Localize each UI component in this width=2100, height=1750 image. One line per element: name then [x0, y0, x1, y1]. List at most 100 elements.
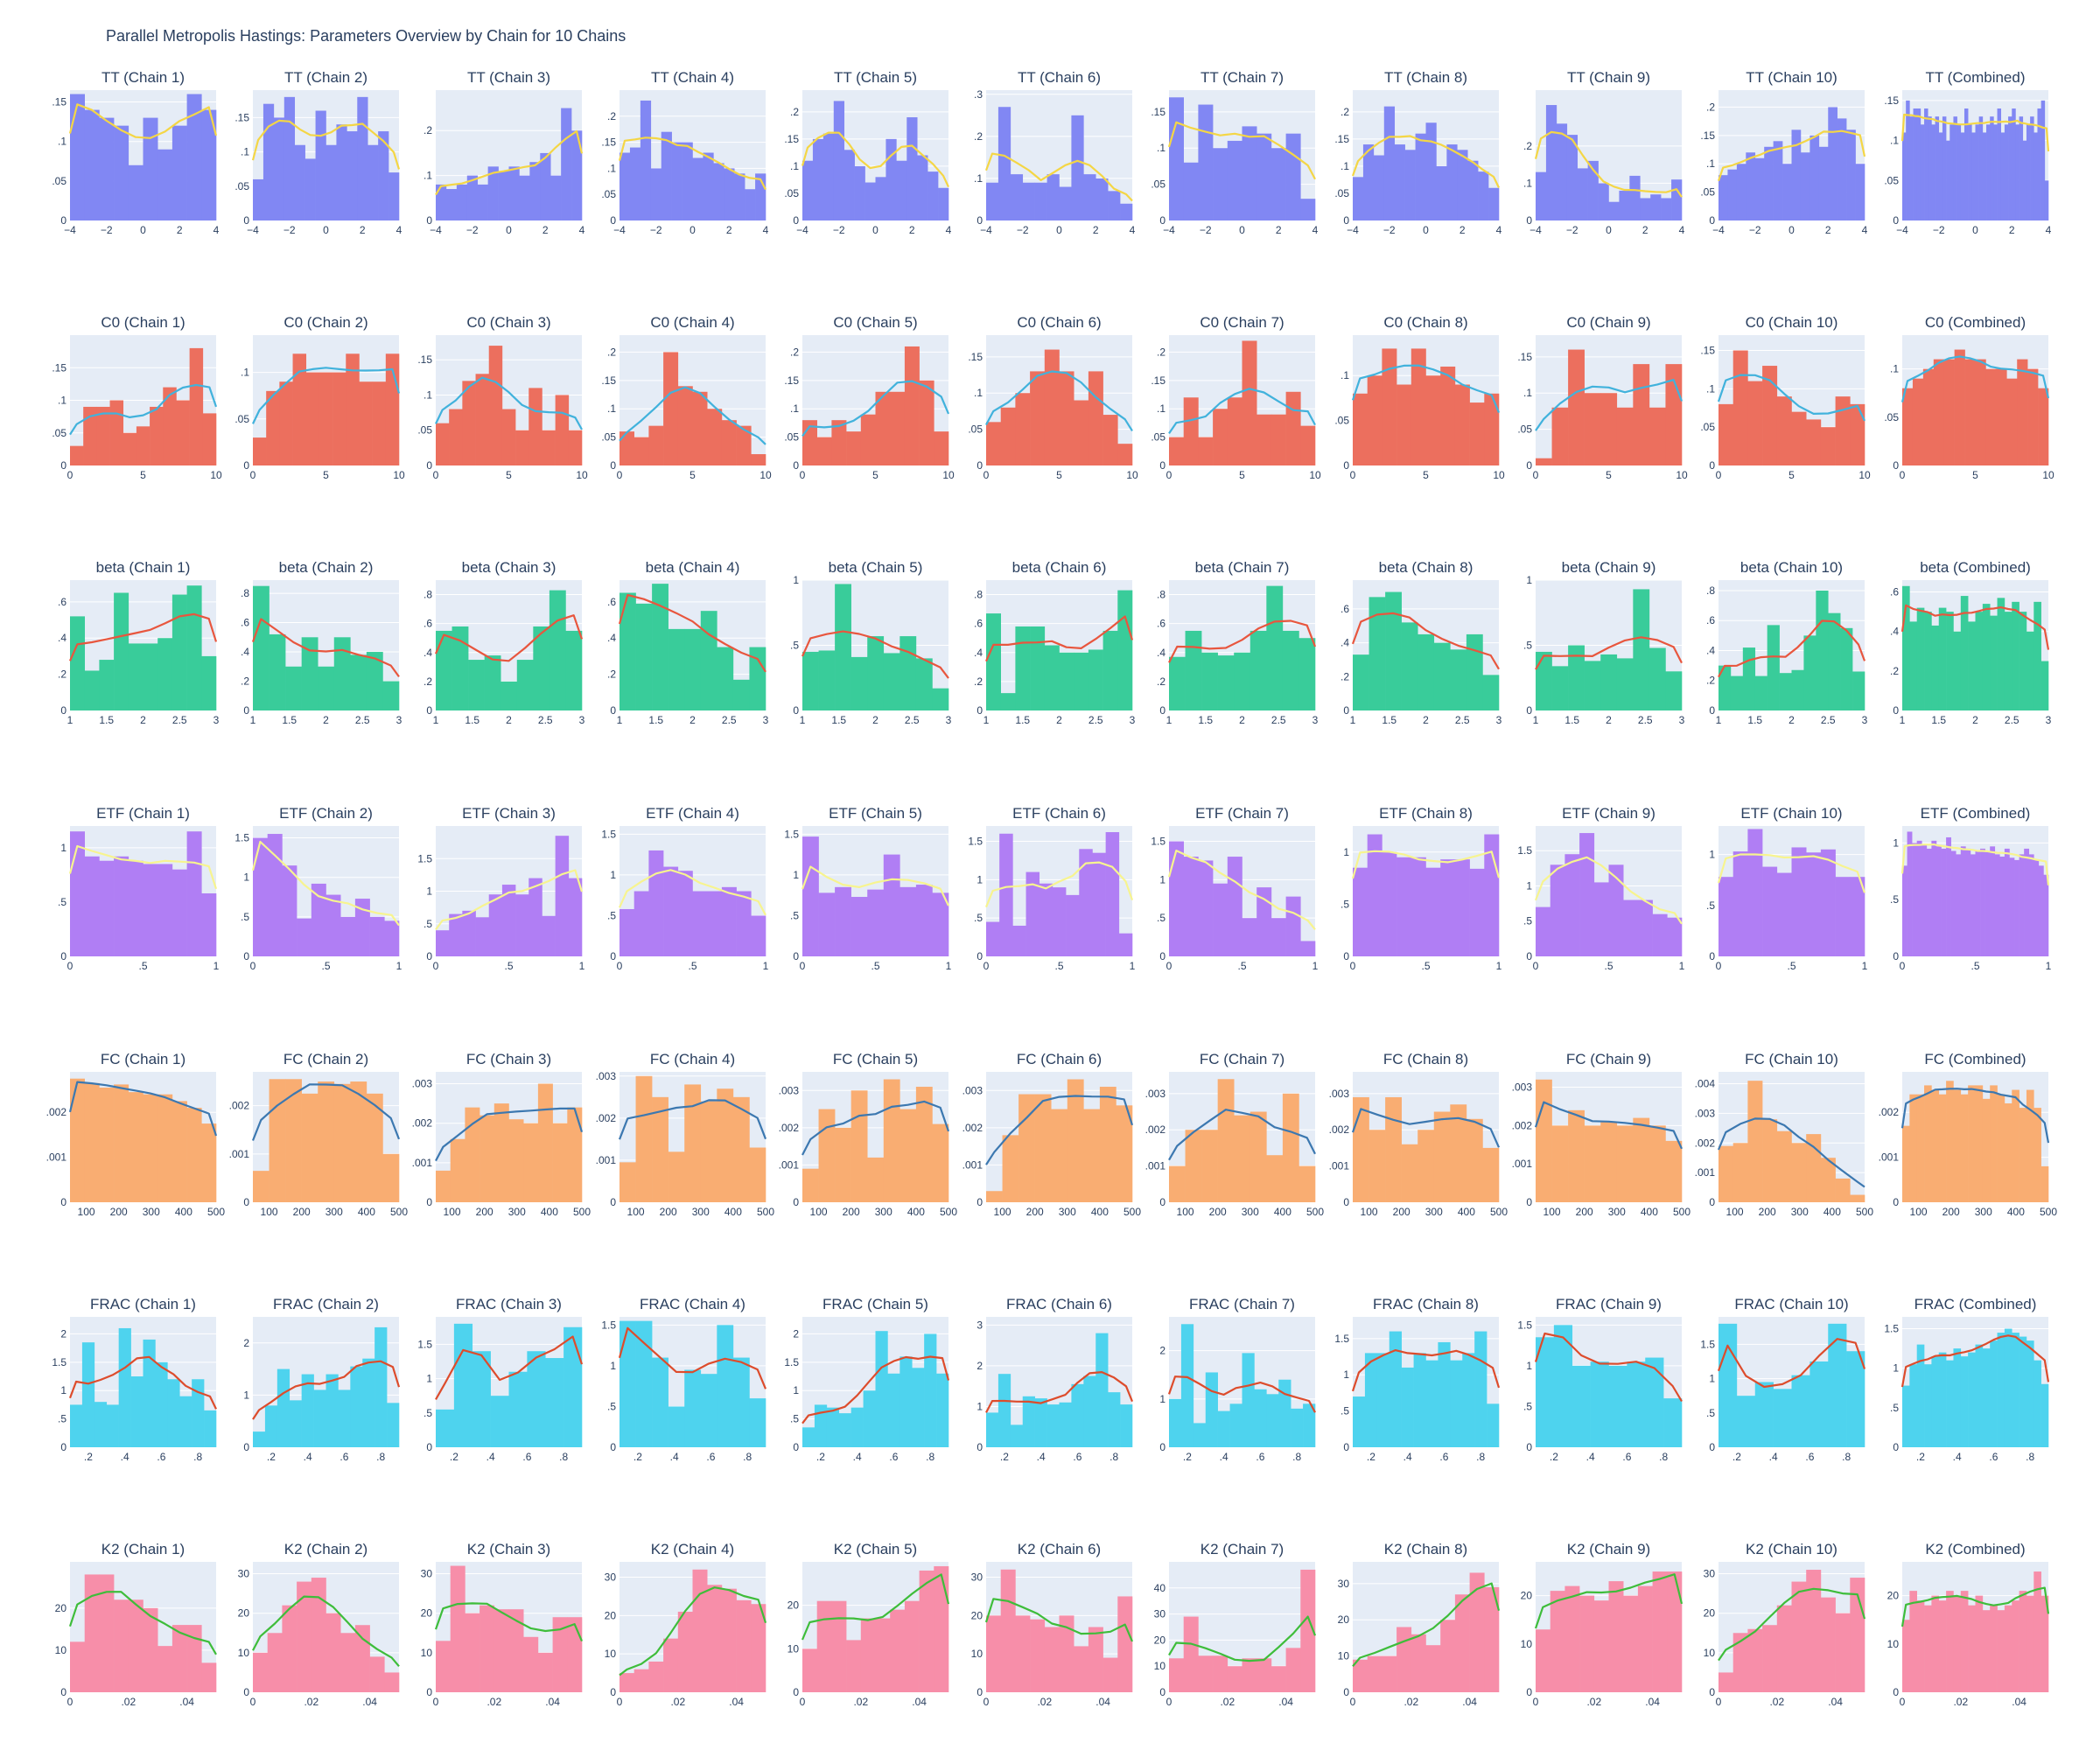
x-tick-label: .04 [1828, 1696, 1843, 1708]
y-tick-label: .6 [424, 618, 432, 630]
y-tick-label: 20 [1154, 1634, 1166, 1646]
kde-line [802, 1100, 950, 1156]
x-tick-label: .6 [340, 1451, 348, 1463]
histogram-bar [1092, 852, 1106, 956]
histogram-bar [1835, 396, 1851, 466]
histogram-bar [1791, 130, 1802, 220]
histogram-bar [1924, 612, 1932, 710]
y-tick-label: .5 [58, 1413, 66, 1425]
histogram-bar [1000, 693, 1016, 710]
histogram-bar [863, 1390, 876, 1447]
histogram-bar [1015, 393, 1031, 466]
histogram-bar [186, 585, 202, 710]
histogram-bar [1968, 1352, 1976, 1447]
histogram-bar [542, 915, 556, 956]
histogram-bar [2026, 1340, 2034, 1447]
histogram-bar [267, 834, 283, 956]
x-tick-label: 1 [1900, 714, 1906, 726]
y-tick-label: .05 [1151, 431, 1166, 444]
histogram-bar [468, 660, 485, 710]
histogram-bar [436, 423, 450, 466]
histogram-bar [369, 1656, 385, 1692]
y-tick-label: 0 [1343, 950, 1349, 962]
histogram-bar [189, 347, 204, 466]
kde-line [1167, 121, 1316, 180]
histogram-bar [875, 1331, 888, 1447]
x-tick-label: 4 [396, 224, 402, 236]
y-tick-label: .4 [974, 647, 983, 659]
y-tick-label: 0 [426, 950, 432, 962]
y-tick-label: 0 [610, 1686, 616, 1698]
histogram-bar [1418, 1130, 1435, 1202]
y-tick-label: .1 [1157, 402, 1166, 415]
histogram-bar [2004, 1605, 2012, 1692]
histogram-bar [932, 688, 949, 710]
x-tick-label: .5 [871, 960, 879, 972]
y-tick-label: 0 [1526, 704, 1532, 717]
y-tick-label: 3 [976, 1319, 983, 1331]
histogram-bar [936, 1373, 949, 1447]
x-tick-label: 2 [1056, 714, 1062, 726]
y-tick-label: 10 [1338, 1650, 1350, 1662]
histogram-bar [904, 1600, 920, 1692]
histogram-bar [818, 1109, 836, 1202]
histogram-bar [1637, 900, 1653, 956]
x-tick-label: 200 [1942, 1206, 1960, 1218]
histogram-bar [540, 152, 551, 220]
histogram-bar [1484, 1586, 1500, 1692]
histogram-bar [1846, 130, 1856, 220]
histogram-bar [677, 386, 693, 466]
y-tick-label: .15 [601, 136, 616, 149]
histogram-bar [835, 886, 851, 956]
histogram-bar [453, 1323, 473, 1447]
histogram-bar [896, 160, 907, 220]
subplot-title: TT (Chain 5) [834, 69, 917, 86]
x-tick-label: .2 [267, 1451, 276, 1463]
histogram-bar [1623, 900, 1639, 956]
y-tick-label: .003 [962, 1084, 984, 1096]
kde-line [984, 861, 1134, 908]
histogram-bar [1736, 164, 1746, 220]
x-tick-label: .6 [1622, 1451, 1631, 1463]
histogram-bar [1665, 671, 1683, 710]
y-tick-label: .001 [229, 1148, 250, 1160]
y-tick-label: .002 [1879, 1106, 1900, 1118]
histogram-bar [436, 930, 450, 956]
histogram-bar [707, 409, 723, 466]
histogram-bar [692, 1569, 708, 1692]
x-tick-label: 1 [2046, 960, 2052, 972]
x-tick-label: 1 [579, 960, 585, 972]
histogram-bar [1066, 894, 1080, 956]
x-tick-label: 500 [1306, 1206, 1324, 1218]
histogram-bar [1754, 676, 1768, 710]
y-tick-label: .2 [424, 124, 432, 136]
subplot-title: C0 (Chain 2) [284, 314, 368, 331]
x-tick-label: .4 [304, 1451, 312, 1463]
histogram-bar [186, 831, 202, 956]
histogram-bar [1633, 589, 1650, 710]
y-tick-label: 0 [243, 214, 249, 227]
x-tick-label: 1 [946, 960, 952, 972]
y-tick-label: .2 [607, 668, 616, 681]
histogram-bar [267, 1633, 283, 1692]
x-tick-label: 0 [690, 224, 696, 236]
histogram-bar [634, 437, 649, 466]
histogram-bar [1902, 1125, 1910, 1202]
histogram-bar [549, 590, 566, 710]
y-tick-label: .4 [607, 632, 616, 644]
subplot-title: beta (Chain 6) [1012, 559, 1107, 576]
histogram-bar [480, 1605, 495, 1692]
histogram-bar [2026, 124, 2031, 220]
y-tick-label: 1 [1709, 849, 1715, 861]
histogram-bar [1234, 652, 1251, 710]
y-tick-label: 1 [1159, 873, 1166, 886]
y-tick-label: 0 [1709, 1196, 1715, 1208]
histogram-bar [1982, 1610, 1991, 1692]
y-tick-label: 1 [610, 869, 616, 881]
y-tick-label: .1 [58, 136, 66, 148]
